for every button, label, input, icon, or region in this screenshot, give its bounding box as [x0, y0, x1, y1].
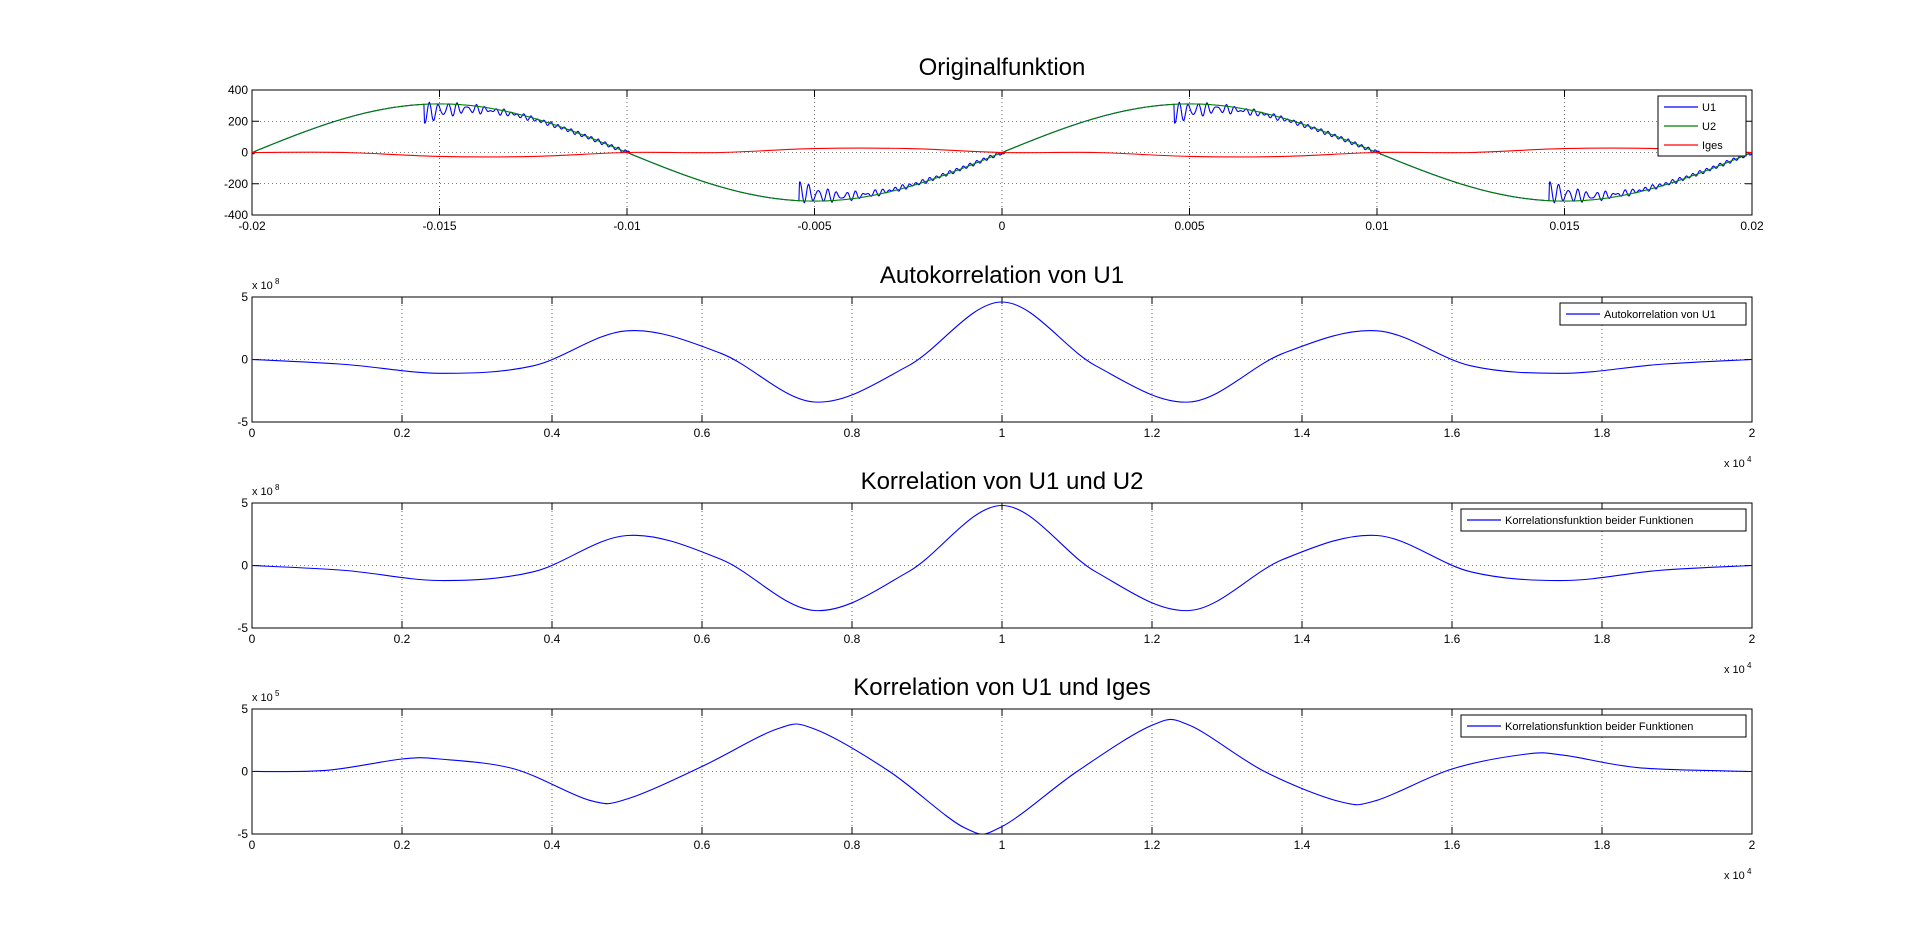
y-exponent-power: 8 [275, 277, 280, 286]
y-tick-label: 200 [228, 114, 248, 128]
x-multiplier-label: x 10 [1724, 870, 1745, 882]
x-tick-label: 1.6 [1444, 632, 1461, 646]
x-tick-label: 1.8 [1594, 838, 1611, 852]
x-tick-label: 1.6 [1444, 426, 1461, 440]
x-tick-label: 0.6 [694, 838, 711, 852]
x-tick-label: 1.2 [1144, 838, 1161, 852]
x-tick-label: 2 [1749, 426, 1756, 440]
y-tick-label: 5 [241, 290, 248, 304]
legend-label: Autokorrelation von U1 [1604, 309, 1716, 321]
x-tick-label: 0.4 [544, 838, 561, 852]
legend-box [1559, 302, 1747, 326]
x-tick-label: 0.015 [1549, 219, 1579, 233]
x-tick-label: 2 [1749, 838, 1756, 852]
y-exponent-label: x 10 [252, 692, 273, 704]
y-exponent-power: 5 [275, 689, 280, 698]
x-multiplier-power: 4 [1747, 661, 1752, 670]
x-multiplier-power: 4 [1747, 867, 1752, 876]
chart-title: Autokorrelation von U1 [880, 262, 1124, 289]
x-tick-label: 0 [999, 219, 1006, 233]
x-multiplier-label: x 10 [1724, 458, 1745, 470]
y-exponent-label: x 10 [252, 486, 273, 498]
x-tick-label: 1.4 [1294, 838, 1311, 852]
series-line [252, 147, 1752, 158]
x-tick-label: 1 [999, 632, 1006, 646]
x-tick-label: -0.02 [238, 219, 266, 233]
legend-label: U2 [1702, 121, 1716, 133]
chart-title: Originalfunktion [919, 54, 1086, 81]
chart-title: Korrelation von U1 und U2 [861, 468, 1144, 495]
x-tick-label: 0.2 [394, 838, 411, 852]
y-tick-label: -400 [224, 208, 248, 222]
series-line [252, 718, 1752, 834]
x-tick-label: 0.4 [544, 426, 561, 440]
x-tick-label: -0.015 [422, 219, 456, 233]
x-tick-label: 0.2 [394, 426, 411, 440]
x-tick-label: 0.6 [694, 632, 711, 646]
y-tick-label: -5 [237, 621, 248, 635]
x-tick-label: 1.4 [1294, 632, 1311, 646]
legend-box [1460, 508, 1747, 532]
series-line [252, 301, 1752, 403]
chart-title: Korrelation von U1 und Iges [853, 674, 1151, 701]
legend-label: U1 [1702, 102, 1716, 114]
y-tick-label: 0 [241, 353, 248, 367]
x-tick-label: 0.8 [844, 632, 861, 646]
x-tick-label: 1.4 [1294, 426, 1311, 440]
y-tick-label: 0 [241, 765, 248, 779]
y-tick-label: 0 [241, 146, 248, 160]
y-tick-label: 0 [241, 559, 248, 573]
x-tick-label: 0 [249, 426, 256, 440]
x-tick-label: 0 [249, 838, 256, 852]
x-multiplier-label: x 10 [1724, 664, 1745, 676]
x-tick-label: 0.8 [844, 838, 861, 852]
y-tick-label: 5 [241, 702, 248, 716]
x-tick-label: 1 [999, 838, 1006, 852]
x-tick-label: 0.005 [1174, 219, 1204, 233]
x-tick-label: 0.2 [394, 632, 411, 646]
y-tick-label: 5 [241, 496, 248, 510]
y-exponent-power: 8 [275, 483, 280, 492]
x-tick-label: 0.8 [844, 426, 861, 440]
x-multiplier-power: 4 [1747, 455, 1752, 464]
legend-label: Korrelationsfunktion beider Funktionen [1505, 515, 1693, 527]
x-tick-label: 1.8 [1594, 632, 1611, 646]
x-tick-label: 1.2 [1144, 632, 1161, 646]
y-tick-label: -200 [224, 177, 248, 191]
legend-label: Korrelationsfunktion beider Funktionen [1505, 721, 1693, 733]
y-tick-label: -5 [237, 827, 248, 841]
x-tick-label: 2 [1749, 632, 1756, 646]
y-exponent-label: x 10 [252, 280, 273, 292]
x-tick-label: 0.01 [1365, 219, 1389, 233]
y-tick-label: 400 [228, 83, 248, 97]
x-tick-label: -0.01 [613, 219, 641, 233]
x-tick-label: 1.2 [1144, 426, 1161, 440]
x-tick-label: 1.6 [1444, 838, 1461, 852]
y-tick-label: -5 [237, 415, 248, 429]
x-tick-label: 0.6 [694, 426, 711, 440]
x-tick-label: 1 [999, 426, 1006, 440]
legend-label: Iges [1702, 140, 1723, 152]
x-tick-label: 0 [249, 632, 256, 646]
series-line [252, 504, 1752, 612]
x-tick-label: 1.8 [1594, 426, 1611, 440]
x-tick-label: 0.02 [1740, 219, 1764, 233]
x-tick-label: -0.005 [797, 219, 831, 233]
legend-box [1460, 714, 1747, 738]
x-tick-label: 0.4 [544, 632, 561, 646]
